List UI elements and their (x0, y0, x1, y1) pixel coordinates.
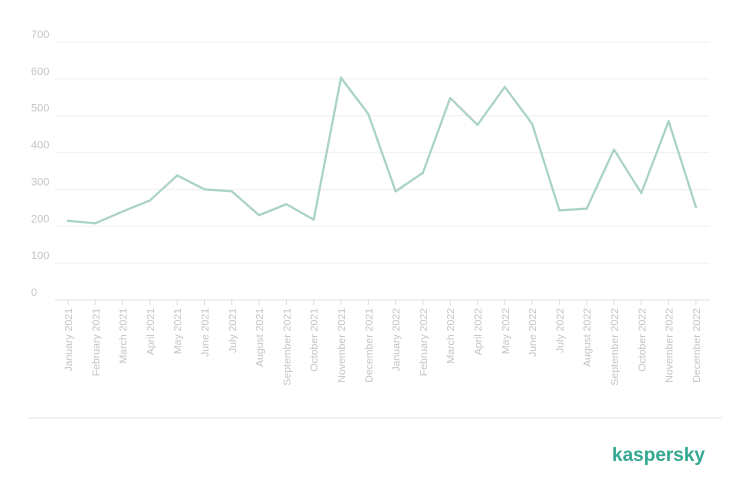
x-tick-label: August 2022 (582, 308, 594, 367)
data-point (148, 199, 151, 202)
x-tick-label: December 2021 (363, 308, 375, 383)
data-point (640, 192, 643, 195)
y-tick-label: 300 (31, 176, 49, 188)
data-point (449, 96, 452, 100)
x-tick-label: March 2021 (118, 308, 130, 364)
y-tick-label: 700 (31, 29, 49, 41)
data-point (558, 209, 561, 212)
y-tick-label: 100 (31, 250, 49, 262)
x-tick-label: January 2021 (63, 308, 75, 372)
data-point (367, 112, 370, 115)
data-point (694, 206, 698, 209)
data-point (612, 148, 616, 151)
data-point (394, 190, 397, 193)
x-tick-label: November 2022 (664, 308, 676, 383)
x-tick-label: May 2022 (500, 308, 512, 354)
x-tick-label: June 2021 (200, 308, 212, 357)
data-point (339, 76, 343, 79)
data-point (66, 219, 70, 222)
x-tick-label: February 2022 (418, 308, 430, 376)
y-tick-label: 400 (31, 140, 49, 152)
x-tick-label: November 2021 (336, 308, 348, 383)
series-layer (66, 76, 698, 225)
x-tick-label: January 2022 (391, 308, 403, 372)
data-point (94, 222, 97, 225)
data-point (421, 171, 424, 174)
x-tick-label: August 2021 (254, 308, 266, 367)
data-point (258, 214, 261, 217)
x-tick-label: October 2022 (636, 308, 648, 372)
y-tick-label: 500 (31, 103, 49, 115)
data-point (667, 120, 670, 123)
x-tick-label: July 2021 (227, 308, 239, 353)
x-tick-label: May 2021 (172, 308, 184, 354)
data-point (121, 210, 124, 213)
x-tick-label: September 2021 (281, 308, 293, 386)
x-tick-label: December 2022 (691, 308, 703, 383)
y-tick-label: 600 (31, 66, 49, 78)
data-point (476, 123, 479, 127)
x-tick-label: March 2022 (445, 308, 457, 364)
data-point (503, 85, 506, 89)
x-tick-label: April 2021 (145, 308, 157, 355)
data-point (312, 218, 315, 221)
data-point (230, 190, 233, 193)
x-tick-label: February 2021 (90, 308, 102, 376)
data-point (585, 207, 588, 210)
data-point (203, 188, 206, 191)
x-tick-label: September 2022 (609, 308, 621, 386)
data-point (285, 203, 288, 206)
y-tick-label: 0 (31, 287, 37, 299)
x-tick-label: October 2021 (309, 308, 321, 372)
x-tick-label: April 2022 (473, 308, 485, 355)
x-axis-tick-labels: January 2021 February 2021 March 2021 April… (63, 300, 703, 386)
data-point (531, 122, 534, 125)
y-axis-tick-labels: 0 100 200 300 400 500 600 700 (31, 29, 49, 299)
x-tick-label: June 2022 (527, 308, 539, 357)
x-tick-label: July 2022 (554, 308, 566, 353)
kaspersky-logo: kaspersky (612, 445, 705, 466)
data-point (176, 174, 179, 177)
y-tick-label: 200 (31, 213, 49, 225)
series-line (66, 76, 698, 225)
gridlines (55, 41, 710, 301)
